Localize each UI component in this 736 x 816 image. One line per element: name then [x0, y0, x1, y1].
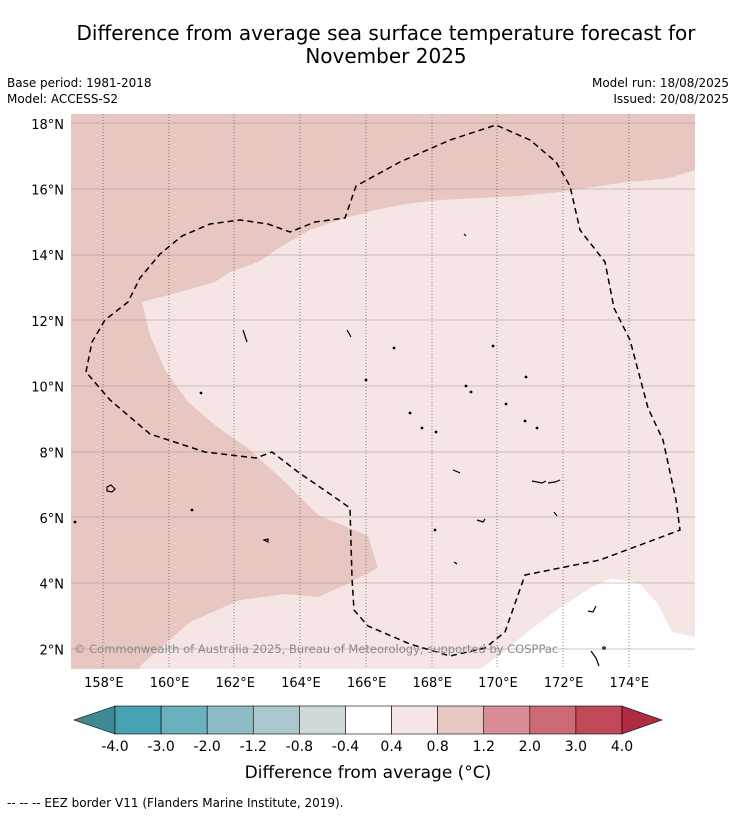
base-period: Base period: 1981-2018 [7, 76, 152, 90]
colorbar-tick-label: -1.2 [240, 739, 267, 755]
colorbar-tick-label: 2.0 [519, 739, 541, 755]
copyright-notice: © Commonwealth of Australia 2025, Bureau… [74, 642, 558, 656]
lon-tick-label: 160°E [150, 676, 190, 691]
lat-gridlines [71, 122, 695, 650]
colorbar-tick-label: -0.8 [286, 739, 313, 755]
colorbar-tick-labels: -4.0 -3.0 -2.0 -1.2 -0.8 -0.4 0.4 0.8 1.2 2.0 3.0 4… [101, 739, 633, 755]
model-run: Model run: 18/08/2025 [591, 76, 729, 90]
lon-tick-label: 170°E [478, 676, 518, 691]
colorbar-segment [345, 705, 392, 735]
colorbar-segment [391, 705, 438, 735]
eez-border [85, 124, 681, 657]
lat-tick-label: 6°N [40, 512, 65, 527]
colorbar-segment [575, 705, 623, 735]
colorbar-tick-label: 4.0 [611, 739, 633, 755]
issued-date: Issued: 20/08/2025 [613, 92, 729, 106]
lat-tick-label: 16°N [31, 184, 64, 199]
lon-tick-labels: 158°E 160°E 162°E 164°E 166°E 168°E 170°E 172°E… [84, 676, 649, 691]
lat-tick-label: 4°N [40, 578, 65, 593]
lon-tick-label: 164°E [281, 676, 321, 691]
colorbar-segment [252, 705, 300, 735]
colorbar-tick-label: -2.0 [194, 739, 221, 755]
lon-gridlines [102, 114, 630, 669]
lon-tick-label: 172°E [544, 676, 584, 691]
colorbar-segment [206, 705, 254, 735]
title-line-1: Difference from average sea surface temp… [76, 21, 696, 45]
colorbar-tick-label: -4.0 [101, 739, 128, 755]
chart-title: Difference from average sea surface temp… [40, 22, 732, 68]
model-name: Model: ACCESS-S2 [7, 92, 119, 106]
lon-tick-label: 158°E [84, 676, 124, 691]
meta-right: Model run: 18/08/2025 Issued: 20/08/2025 [592, 75, 729, 107]
meta-left: Base period: 1981-2018 Model: ACCESS-S2 [7, 75, 152, 107]
lat-tick-label: 8°N [40, 446, 65, 461]
map-figure: © Commonwealth of Australia 2025, Bureau… [31, 114, 695, 755]
lat-tick-label: 12°N [31, 315, 64, 330]
colorbar-tick-label: -3.0 [147, 739, 174, 755]
anomaly-fill-neutral [480, 578, 695, 669]
lat-tick-label: 10°N [31, 381, 64, 396]
islands [73, 233, 606, 667]
lat-tick-label: 18°N [31, 118, 64, 133]
colorbar [73, 705, 663, 735]
colorbar-segment [529, 705, 577, 735]
colorbar-segment [114, 705, 162, 735]
colorbar-tick-label: 1.2 [473, 739, 495, 755]
lat-tick-label: 14°N [31, 249, 64, 264]
title-line-2: November 2025 [305, 44, 467, 68]
colorbar-extend-high [621, 705, 663, 735]
colorbar-extend-low [73, 705, 116, 735]
colorbar-segment [299, 705, 346, 735]
colorbar-segment [483, 705, 531, 735]
map-area: © Commonwealth of Australia 2025, Bureau… [71, 114, 695, 669]
lon-tick-label: 166°E [347, 676, 387, 691]
colorbar-segment [437, 705, 485, 735]
colorbar-segment [160, 705, 208, 735]
lat-tick-label: 2°N [40, 643, 65, 658]
colorbar-tick-label: 0.4 [380, 739, 402, 755]
lon-tick-label: 162°E [215, 676, 255, 691]
colorbar-tick-label: 0.8 [427, 739, 449, 755]
anomaly-fill-0-4-0-8 [140, 170, 695, 669]
lat-tick-labels: 18°N 16°N 14°N 12°N 10°N 8°N 6°N 4°N 2°N [31, 118, 64, 658]
lon-tick-label: 168°E [412, 676, 452, 691]
lon-tick-label: 174°E [610, 676, 650, 691]
eez-legend-note: -- -- -- EEZ border V11 (Flanders Marine… [7, 796, 344, 810]
colorbar-tick-label: 3.0 [565, 739, 587, 755]
colorbar-tick-label: -0.4 [332, 739, 359, 755]
colorbar-title: Difference from average (°C) [244, 763, 492, 783]
